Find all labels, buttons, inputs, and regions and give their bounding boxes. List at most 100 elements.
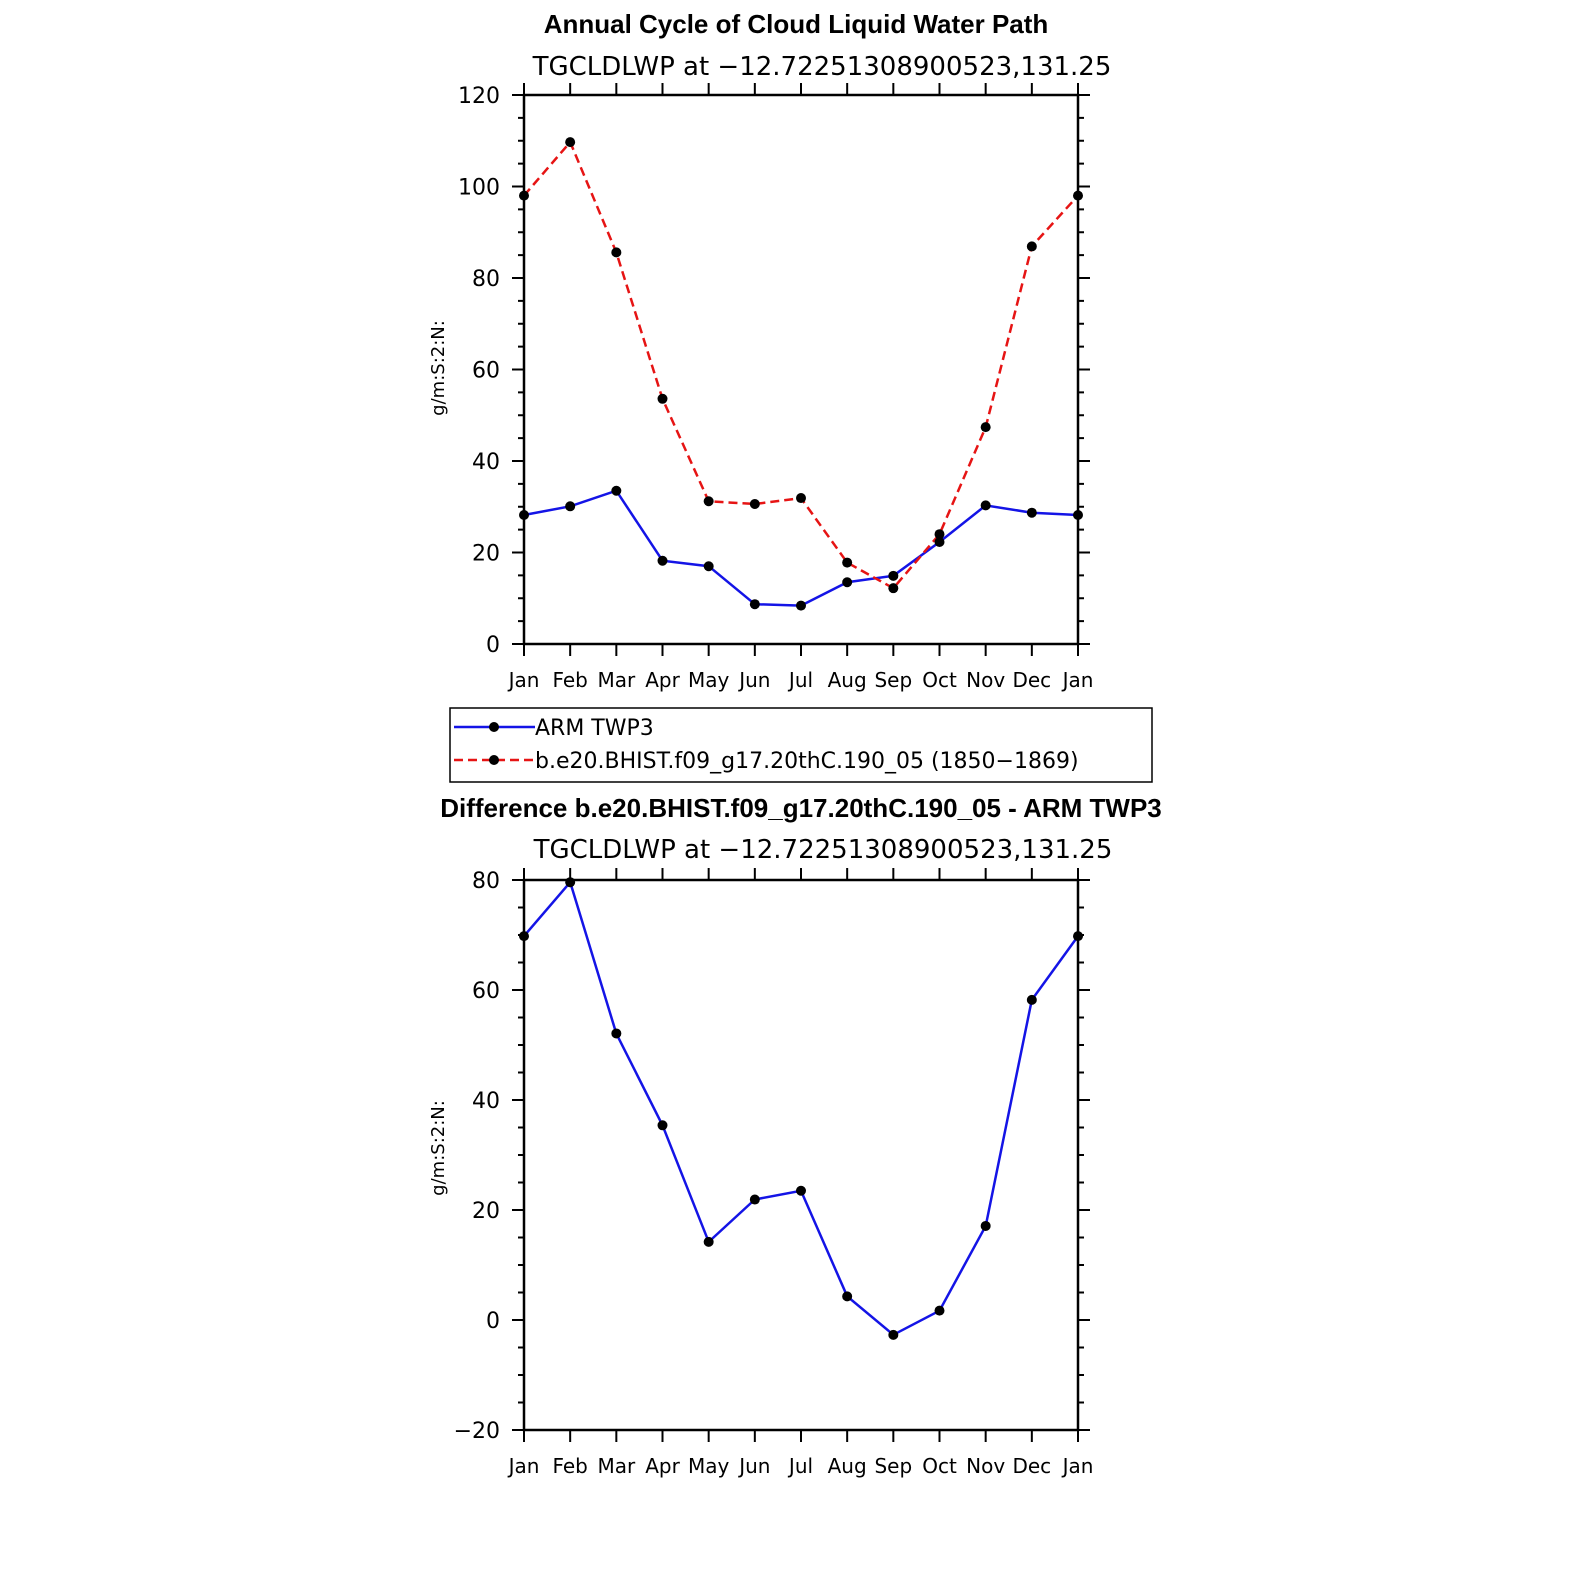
- data-point-0: [703, 1236, 714, 1247]
- x-tick-label: Sep: [874, 668, 912, 692]
- x-tick-label: Apr: [645, 1454, 680, 1478]
- data-point-1: [1026, 241, 1037, 252]
- data-point-1: [749, 499, 760, 510]
- y-tick-label: 60: [472, 979, 500, 1004]
- x-tick-label: Aug: [828, 668, 867, 692]
- chart-2-plot-frame: [522, 878, 1080, 1432]
- x-tick-label: May: [688, 1454, 730, 1478]
- data-point-1: [842, 557, 853, 568]
- x-tick-label: Feb: [552, 668, 587, 692]
- data-point-0: [934, 1305, 945, 1316]
- series-line-1: [523, 139, 1079, 590]
- data-point-0: [749, 599, 760, 610]
- data-point-1: [657, 393, 668, 404]
- data-point-1: [519, 190, 529, 201]
- x-tick-label: Mar: [597, 668, 636, 692]
- x-tick-label: Nov: [966, 1454, 1005, 1478]
- chart-2-title: Difference b.e20.BHIST.f09_g17.20thC.190…: [440, 793, 1162, 823]
- data-point-1: [703, 496, 714, 507]
- x-tick-label: Nov: [966, 668, 1005, 692]
- y-tick-label: 0: [486, 1309, 500, 1334]
- y-tick-label: 20: [472, 542, 500, 567]
- data-point-0: [842, 577, 853, 588]
- x-tick-label: Jun: [737, 668, 770, 692]
- data-point-0: [565, 877, 576, 888]
- chart-2-subtitle: TGCLDLWP at −12.72251308900523,131.25: [533, 835, 1113, 865]
- panel-annual-cycle: Annual Cycle of Cloud Liquid Water Path …: [428, 9, 1153, 783]
- data-point-0: [934, 536, 945, 547]
- data-point-0: [888, 570, 899, 581]
- x-tick-label: Jul: [787, 668, 813, 692]
- y-tick-label: 120: [458, 84, 500, 109]
- data-point-0: [980, 500, 991, 511]
- y-tick-label: −20: [454, 1419, 500, 1444]
- chart-1-plot-frame: [522, 93, 1080, 646]
- legend-label-arm-twp3: ARM TWP3: [535, 716, 654, 741]
- chart-2-ylabel: g/m:S:2:N:: [428, 1100, 449, 1196]
- y-tick-label: 40: [472, 450, 500, 475]
- data-point-0: [519, 509, 529, 520]
- chart-2-series: [519, 877, 1083, 1340]
- chart-1-series: [519, 137, 1083, 611]
- x-tick-label: Jul: [787, 1454, 813, 1478]
- x-tick-label: Feb: [552, 1454, 587, 1478]
- x-tick-label: Aug: [828, 1454, 867, 1478]
- data-point-0: [519, 931, 529, 942]
- data-point-0: [1073, 931, 1083, 942]
- chart-1-x-axis: Jan Feb Mar Apr May Jun Jul Aug Sep Oct Nov Dec Jan: [507, 83, 1094, 692]
- data-point-0: [611, 1028, 622, 1039]
- legend-marker-arm-twp3: [489, 722, 499, 732]
- x-tick-label: Oct: [922, 668, 957, 692]
- chart-1-legend: ARM TWP3 b.e20.BHIST.f09_g17.20thC.190_0…: [449, 707, 1153, 783]
- x-tick-label: Apr: [645, 668, 680, 692]
- data-point-0: [657, 1120, 668, 1131]
- y-tick-label: 20: [472, 1199, 500, 1224]
- x-tick-label: Dec: [1012, 668, 1051, 692]
- x-tick-label: May: [688, 668, 730, 692]
- legend-box: [449, 707, 1153, 783]
- chart-1-subtitle: TGCLDLWP at −12.72251308900523,131.25: [532, 52, 1112, 82]
- data-point-0: [888, 1329, 899, 1340]
- legend-marker-model: [489, 755, 499, 765]
- y-tick-label: 60: [472, 359, 500, 384]
- x-tick-label: Jan: [1061, 1454, 1094, 1478]
- data-point-1: [796, 493, 806, 504]
- y-tick-label: 100: [458, 176, 500, 201]
- x-tick-label: Sep: [874, 1454, 912, 1478]
- chart-1-ylabel: g/m:S:2:N:: [428, 320, 449, 416]
- x-tick-label: Oct: [922, 1454, 957, 1478]
- x-tick-label: Jan: [507, 1454, 540, 1478]
- data-point-1: [611, 247, 622, 258]
- y-tick-label: 0: [486, 633, 500, 658]
- data-point-0: [749, 1194, 760, 1205]
- chart-1-y-axis: 0 20 40 60 80 100 120: [458, 84, 1090, 658]
- chart-2-x-axis: Jan Feb Mar Apr May Jun Jul Aug Sep Oct Nov Dec Jan: [507, 868, 1094, 1478]
- chart-1-title: Annual Cycle of Cloud Liquid Water Path: [544, 9, 1049, 39]
- data-point-1: [565, 137, 576, 148]
- x-tick-label: Mar: [597, 1454, 636, 1478]
- series-line-0: [523, 489, 1079, 607]
- chart-2-y-axis: −20 0 20 40 60 80: [454, 869, 1090, 1444]
- series-line-0: [523, 879, 1080, 1337]
- data-point-0: [842, 1291, 853, 1302]
- data-point-0: [657, 555, 668, 566]
- data-point-0: [1073, 509, 1083, 520]
- data-point-1: [888, 583, 899, 594]
- panel-difference: Difference b.e20.BHIST.f09_g17.20thC.190…: [428, 793, 1162, 1478]
- y-tick-label: 80: [472, 869, 500, 894]
- data-point-1: [980, 422, 991, 433]
- x-tick-label: Jan: [507, 668, 540, 692]
- data-point-0: [565, 501, 576, 512]
- y-tick-label: 80: [472, 267, 500, 292]
- x-tick-label: Dec: [1012, 1454, 1051, 1478]
- data-point-0: [611, 485, 622, 496]
- data-point-0: [796, 1185, 806, 1196]
- x-tick-label: Jan: [1061, 668, 1094, 692]
- data-point-0: [796, 600, 806, 611]
- data-point-0: [1026, 507, 1037, 518]
- data-point-0: [980, 1220, 991, 1231]
- data-point-1: [934, 529, 945, 540]
- legend-label-model: b.e20.BHIST.f09_g17.20thC.190_05 (1850−1…: [535, 749, 1079, 774]
- x-tick-label: Jun: [737, 1454, 770, 1478]
